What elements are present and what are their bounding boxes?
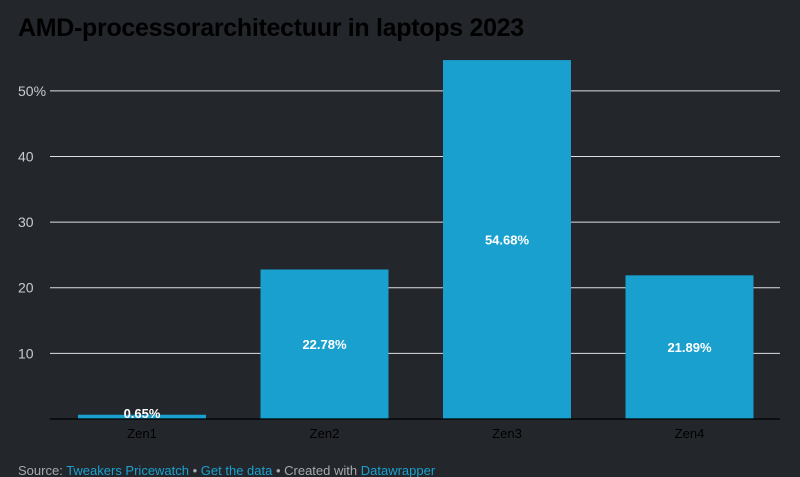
x-tick-label: Zen3	[492, 426, 522, 441]
bar-zen4	[625, 275, 754, 419]
chart-footer: Source: Tweakers Pricewatch • Get the da…	[18, 463, 435, 477]
value-label: 21.89%	[667, 340, 712, 355]
y-tick-label: 20	[18, 280, 34, 296]
x-axis: Zen1 Zen2 Zen3 Zen4	[50, 418, 780, 441]
value-label: 0.65%	[124, 406, 161, 421]
y-tick-label: 30	[18, 214, 34, 230]
y-tick-label: 10	[18, 345, 34, 361]
value-label: 22.78%	[302, 337, 347, 352]
bar-zen2	[260, 269, 389, 419]
value-label: 54.68%	[485, 233, 530, 248]
chart-title: AMD-processorarchitectuur in laptops 202…	[18, 14, 524, 42]
footer-separator: •	[189, 463, 201, 477]
bar-zen1	[78, 414, 206, 419]
source-link[interactable]: Tweakers Pricewatch	[66, 463, 190, 477]
source-prefix: Source:	[18, 463, 67, 477]
get-data-link[interactable]: Get the data	[200, 463, 273, 477]
gridlines: 10 20 30 40 50%	[18, 83, 780, 361]
value-labels: 0.65% 22.78% 54.68% 21.89%	[124, 233, 712, 421]
x-tick-label: Zen2	[310, 426, 340, 441]
y-tick-label: 40	[18, 148, 34, 164]
bars	[78, 60, 754, 419]
y-tick-label: 50%	[18, 83, 46, 99]
x-tick-label: Zen1	[127, 426, 157, 441]
x-tick-label: Zen4	[675, 426, 705, 441]
datawrapper-link[interactable]: Datawrapper	[360, 463, 436, 477]
created-with-text: • Created with	[272, 463, 361, 477]
bar-chart: 10 20 30 40 50% 0.65% 22.78% 54.68% 21.89% Zen1…	[18, 60, 780, 441]
bar-zen3	[443, 60, 571, 419]
